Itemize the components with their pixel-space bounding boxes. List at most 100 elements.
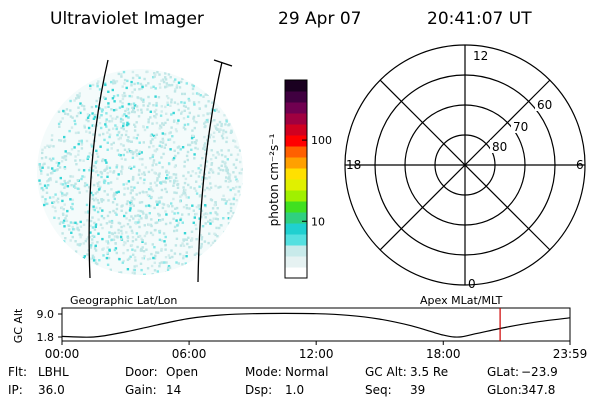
image-dot [183, 232, 187, 235]
image-dot [46, 144, 49, 147]
orbit-y-tick-label: 1.8 [37, 331, 55, 344]
image-dot [186, 158, 189, 162]
polar-label-lat-80: 80 [492, 140, 507, 154]
image-dot [109, 170, 112, 173]
image-dot [73, 99, 76, 102]
image-dot [148, 194, 151, 198]
image-dot [69, 239, 72, 242]
image-dot [130, 202, 134, 205]
image-dot [155, 184, 158, 187]
image-dot [142, 104, 145, 107]
image-dot [38, 179, 41, 182]
image-dot [154, 95, 157, 98]
image-dot [144, 166, 147, 169]
image-dot [175, 84, 179, 87]
polar-label-bg-top [471, 48, 487, 62]
image-dot [91, 241, 94, 245]
image-dot [117, 137, 120, 141]
image-dot [77, 142, 80, 146]
image-dot [131, 76, 135, 80]
color-bar-block [285, 223, 307, 235]
image-dot [120, 225, 123, 229]
image-dot [188, 246, 191, 249]
image-dot [175, 219, 178, 222]
orbit-x-ticks: 00:00 06:00 12:00 18:00 23:59 [45, 341, 587, 361]
image-dot [209, 222, 212, 225]
image-dot [123, 214, 126, 218]
image-dot [45, 191, 49, 194]
image-dot [165, 177, 168, 180]
image-dot [105, 125, 108, 128]
image-dot [72, 185, 76, 188]
image-dot [120, 205, 123, 208]
image-dot [142, 141, 145, 144]
image-dot [175, 237, 179, 240]
image-dot [97, 232, 100, 235]
image-dot [89, 246, 93, 249]
image-dot [113, 248, 117, 252]
status-value: 347.8 [521, 383, 555, 397]
image-dot [115, 203, 119, 206]
image-dot [75, 97, 78, 100]
image-dot [155, 221, 159, 224]
image-dot [152, 161, 155, 164]
image-dot [120, 170, 123, 173]
image-dot [119, 154, 122, 157]
image-dot [154, 73, 157, 76]
image-dot [141, 257, 144, 260]
image-dot [172, 184, 175, 187]
image-dot [192, 84, 195, 88]
image-dot [186, 115, 190, 118]
image-dot [127, 122, 130, 126]
image-dot [115, 126, 119, 129]
image-dot [157, 173, 160, 176]
image-dot [149, 134, 153, 137]
image-dot [149, 110, 152, 113]
image-dot [133, 198, 136, 201]
image-dot [143, 224, 146, 227]
image-dot [66, 152, 69, 155]
image-dot [65, 219, 69, 223]
image-dot [84, 182, 87, 185]
image-dot [135, 137, 138, 140]
image-dot [167, 177, 170, 180]
image-dot [189, 174, 193, 177]
image-dot [56, 197, 60, 200]
image-dot [212, 217, 215, 220]
image-dot [187, 107, 190, 110]
image-dot [154, 87, 157, 90]
image-dot [110, 188, 113, 191]
image-dot [123, 78, 127, 82]
image-dot [101, 159, 104, 163]
image-dot [56, 201, 60, 204]
image-dot [112, 79, 115, 82]
image-dot [89, 84, 92, 87]
image-dot [183, 101, 186, 104]
image-dot [82, 169, 86, 172]
image-dot [218, 226, 221, 230]
image-dot [147, 121, 150, 124]
image-dot [157, 196, 161, 200]
image-dot [172, 217, 175, 221]
image-dot [142, 171, 146, 174]
image-dot [47, 166, 50, 169]
image-dot [110, 80, 113, 84]
image-dot [61, 156, 64, 159]
image-dot [76, 227, 79, 231]
image-dot [183, 191, 187, 195]
image-dot [216, 213, 219, 216]
image-dot [108, 235, 111, 239]
image-dot [168, 256, 172, 259]
image-dot [77, 228, 81, 232]
image-dot [202, 95, 205, 98]
image-dot [224, 202, 228, 205]
image-dot [69, 99, 72, 103]
image-dot [59, 182, 63, 186]
image-dot [123, 91, 126, 95]
image-dot [98, 181, 101, 184]
image-dot [129, 207, 132, 210]
image-dot [69, 115, 73, 118]
image-dot [157, 212, 160, 216]
image-dot [49, 178, 52, 182]
image-dot [159, 219, 162, 222]
